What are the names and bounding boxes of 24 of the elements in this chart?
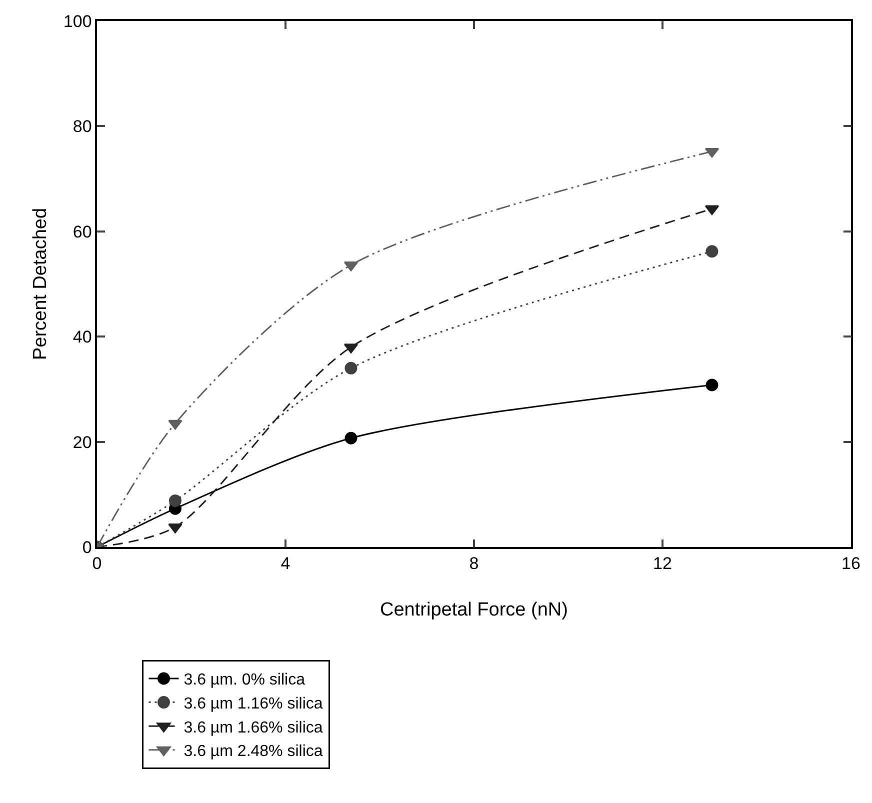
x-axis-title: Centripetal Force (nN) (380, 599, 568, 620)
y-tick-label: 80 (72, 117, 92, 136)
y-tick-label: 60 (72, 222, 92, 242)
point (706, 378, 718, 392)
y-tick-label: 0 (82, 538, 92, 557)
legend-label: 3.6 µm 1.66% silica (184, 719, 323, 736)
x-tick-label: 4 (280, 554, 290, 574)
point (704, 205, 720, 216)
y-tick-label: 20 (72, 432, 92, 452)
point (344, 362, 358, 374)
legend-label: 3.6 µm. 0% silica (184, 672, 306, 689)
y-axis-title: Percent Detached (30, 208, 51, 360)
legend-label: 3.6 µm 1.16% silica (184, 696, 323, 713)
point (706, 245, 718, 258)
point (168, 494, 182, 507)
point (344, 432, 358, 444)
x-tick-label: 16 (842, 554, 860, 574)
x-tick-label: 8 (469, 554, 479, 574)
legend-label: 3.6 µm 2.48% silica (184, 743, 323, 760)
y-tick-label: 40 (72, 328, 92, 347)
x-tick-label: 12 (653, 554, 672, 574)
y-tick-label: 100 (63, 12, 92, 31)
point (168, 420, 182, 430)
point (704, 148, 720, 158)
